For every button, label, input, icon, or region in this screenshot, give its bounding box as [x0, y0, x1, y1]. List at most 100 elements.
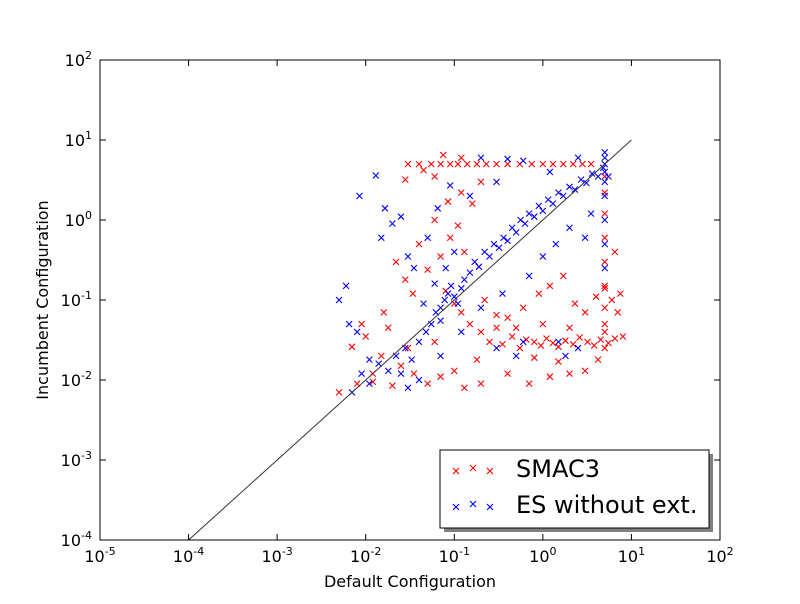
- data-point: [460, 276, 468, 283]
- data-point: [601, 282, 609, 290]
- data-point: [356, 192, 363, 200]
- data-point: [539, 253, 547, 260]
- data-point: [468, 200, 476, 208]
- data-point: [439, 151, 447, 159]
- data-point: [559, 192, 567, 200]
- data-point: [335, 389, 343, 396]
- data-point: [475, 263, 483, 271]
- data-point: [454, 222, 462, 230]
- y-tick-label: 10-4: [61, 529, 92, 550]
- series-0: [335, 151, 627, 396]
- data-point: [530, 213, 538, 221]
- data-point: [437, 373, 444, 381]
- data-point: [444, 198, 452, 205]
- x-tick-label: 10-2: [350, 545, 381, 566]
- data-point: [375, 360, 383, 368]
- data-point: [444, 290, 452, 298]
- data-point: [454, 300, 462, 308]
- data-point: [437, 160, 444, 168]
- data-point: [358, 320, 366, 328]
- data-point: [460, 248, 468, 256]
- data-point: [486, 338, 493, 346]
- data-point: [555, 189, 562, 196]
- data-point: [353, 328, 361, 336]
- data-point: [517, 216, 524, 224]
- data-point: [477, 328, 485, 336]
- data-point: [404, 160, 412, 168]
- data-point: [512, 324, 520, 332]
- data-point: [555, 338, 562, 346]
- data-point: [587, 160, 595, 168]
- data-point: [601, 216, 609, 224]
- data-point: [539, 160, 547, 168]
- data-point: [377, 352, 385, 360]
- data-point: [397, 213, 405, 221]
- y-axis-label: Incumbent Configuration: [33, 200, 52, 399]
- data-point: [525, 380, 533, 388]
- data-point: [601, 344, 609, 352]
- data-point: [397, 362, 405, 370]
- data-point: [342, 282, 350, 290]
- data-point: [588, 170, 596, 178]
- data-point: [358, 370, 366, 378]
- data-point: [525, 210, 533, 218]
- data-point: [454, 160, 462, 168]
- data-point: [566, 183, 573, 191]
- x-tick-label: 10-4: [173, 545, 204, 566]
- data-point: [530, 354, 538, 362]
- data-point: [463, 160, 471, 168]
- data-point: [601, 154, 609, 162]
- data-point: [401, 276, 409, 283]
- data-point: [457, 189, 465, 196]
- data-point: [579, 160, 586, 168]
- data-point: [482, 160, 490, 168]
- data-point: [516, 344, 524, 352]
- x-axis: 10-5 10-4 10-3 10-2 10-1 100 101 102: [84, 60, 734, 566]
- data-point: [539, 320, 547, 328]
- legend-x: [452, 467, 460, 475]
- data-point: [481, 296, 489, 304]
- data-point: [446, 160, 454, 168]
- data-point: [372, 172, 380, 179]
- data-point: [601, 192, 609, 200]
- data-point: [543, 335, 550, 342]
- data-point: [384, 367, 392, 375]
- data-point: [525, 272, 533, 280]
- data-point: [535, 290, 543, 298]
- data-point: [493, 178, 500, 186]
- data-point: [450, 248, 458, 256]
- legend-x: [486, 503, 494, 511]
- data-point: [348, 343, 356, 351]
- y-axis: 10-4 10-3 10-2 10-1 100 101 102: [61, 49, 720, 550]
- data-point: [473, 160, 481, 168]
- data-point: [611, 248, 619, 256]
- legend-x: [452, 503, 460, 511]
- data-point: [605, 339, 612, 347]
- y-tick-label: 102: [65, 49, 92, 70]
- data-point: [431, 216, 439, 224]
- data-point: [552, 240, 560, 248]
- data-point: [594, 173, 602, 180]
- data-point: [590, 342, 598, 349]
- data-point: [420, 166, 427, 174]
- legend-marker-smac3: [452, 464, 494, 475]
- data-point: [522, 336, 530, 343]
- data-point: [504, 155, 511, 163]
- data-point: [477, 380, 485, 388]
- data-point: [546, 373, 554, 381]
- data-point: [466, 192, 474, 200]
- data-point: [446, 182, 454, 189]
- x-axis-label: Default Configuration: [324, 572, 496, 591]
- legend-x: [486, 467, 494, 475]
- data-point: [404, 384, 412, 392]
- data-point: [581, 367, 589, 375]
- data-point: [365, 356, 373, 363]
- data-point: [420, 300, 427, 308]
- data-point: [616, 290, 624, 298]
- data-point: [431, 338, 439, 346]
- x-tick-label: 10-5: [84, 545, 115, 566]
- data-point: [380, 309, 388, 316]
- data-point: [377, 234, 385, 242]
